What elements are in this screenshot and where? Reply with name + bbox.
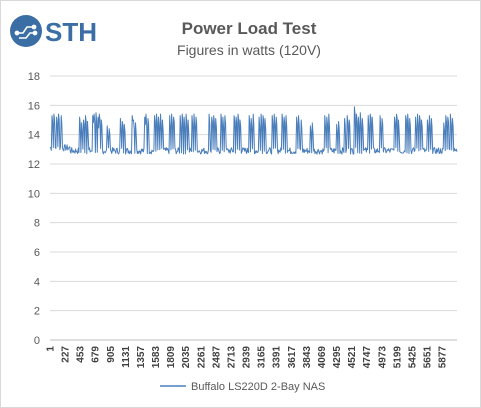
circuit-icon [14, 24, 38, 39]
x-tick-label: 905 [106, 346, 117, 363]
x-tick-label: 679 [91, 346, 102, 363]
y-tick-label: 0 [34, 335, 40, 347]
x-tick-label: 1131 [121, 346, 132, 368]
y-tick-label: 6 [34, 247, 40, 259]
x-tick-label: 2261 [196, 346, 207, 369]
sth-logo: STH [10, 15, 97, 47]
y-tick-label: 18 [28, 71, 40, 83]
y-tick-label: 14 [28, 130, 40, 142]
y-axis-tick-labels: 0 2 4 6 8 10 12 14 16 18 [28, 71, 40, 347]
x-tick-label: 453 [76, 346, 87, 363]
y-tick-label: 2 [34, 306, 40, 318]
logo-text: STH [45, 17, 97, 47]
y-tick-label: 10 [28, 188, 40, 200]
y-tick-label: 8 [34, 218, 40, 230]
x-tick-label: 4747 [362, 346, 373, 369]
x-tick-label: 5877 [438, 346, 449, 369]
x-tick-label: 3617 [287, 346, 298, 369]
x-tick-label: 227 [61, 346, 72, 363]
x-tick-label: 4521 [347, 346, 358, 369]
y-tick-label: 16 [28, 100, 40, 112]
x-tick-label: 3843 [302, 346, 313, 369]
x-tick-label: 2035 [181, 346, 192, 369]
series-line [49, 106, 458, 155]
legend-label: Buffalo LS220D 2-Bay NAS [191, 381, 325, 393]
x-tick-label: 1583 [151, 346, 162, 369]
gridlines [50, 75, 457, 312]
x-tick-label: 1 [46, 346, 57, 352]
x-tick-label: 1809 [166, 346, 177, 369]
x-tick-label: 2487 [211, 346, 222, 369]
x-tick-label: 3165 [257, 346, 268, 369]
chart-subtitle: Figures in watts (120V) [177, 42, 321, 58]
sth-logo-circle-icon [10, 15, 42, 47]
x-tick-label: 5651 [423, 346, 434, 369]
x-tick-label: 1357 [136, 346, 147, 369]
x-tick-label: 4069 [317, 346, 328, 369]
x-tick-label: 2939 [242, 346, 253, 369]
x-tick-label: 4295 [332, 346, 343, 369]
y-tick-label: 4 [34, 276, 40, 288]
x-tick-label: 4973 [377, 346, 388, 369]
series-layer [49, 106, 458, 155]
x-tick-label: 3391 [272, 346, 283, 369]
x-tick-label: 5425 [407, 346, 418, 369]
x-tick-label: 5199 [392, 346, 403, 369]
x-tick-label: 2713 [226, 346, 237, 369]
legend: Buffalo LS220D 2-Bay NAS [160, 381, 325, 393]
chart-title: Power Load Test [182, 19, 317, 38]
y-tick-label: 12 [28, 159, 40, 171]
x-axis-tick-labels: 1 227 453 679 905 1131 1357 1583 1809 2035 2261 248… [46, 346, 449, 369]
